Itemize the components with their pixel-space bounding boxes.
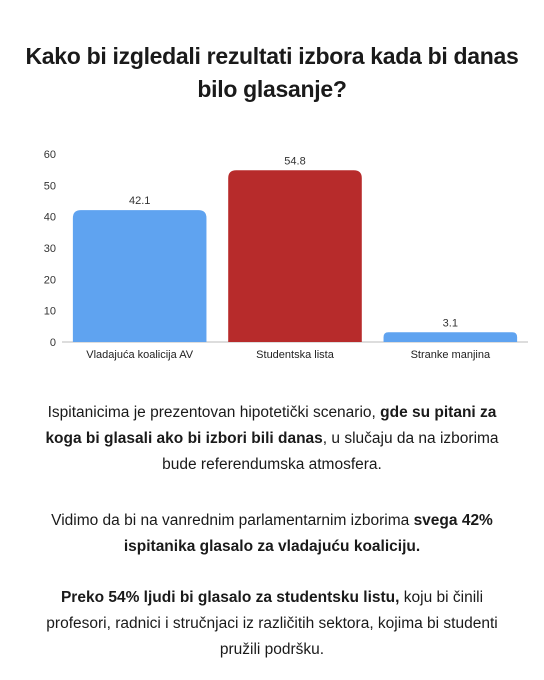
title-line-2: bilo glasanje?: [197, 76, 347, 102]
data-label: 42.1: [129, 195, 150, 207]
paragraph-student-list: Preko 54% ljudi bi glasalo za studentsku…: [30, 585, 514, 663]
p3-text-b: koju bi činili profesori, radnici i stru…: [46, 589, 498, 658]
p3-text-bold: Preko 54% ljudi bi glasalo za studentsku…: [60, 589, 400, 606]
y-tick-label: 40: [44, 212, 56, 224]
y-tick-label: 10: [44, 306, 56, 318]
p1-text-c: , u slučaju da na izborima bude referend…: [162, 430, 499, 473]
bar-3: [383, 332, 518, 342]
data-label: 54.8: [284, 155, 305, 167]
p1-text-bold: gde su pitani za koga bi glasali ako bi …: [45, 404, 497, 447]
bar-chart-svg: 0 10 20 30 40 50 60 42.1 Vladajuća koalicija AV 5…: [44, 149, 528, 361]
x-tick-label: Stranke manjina: [411, 349, 491, 361]
title-line-1: Kako bi izgledali rezultati izbora kada …: [25, 43, 519, 69]
paragraph-coalition: Vidimo da bi na vanrednim parlamentarnim…: [30, 508, 514, 560]
p2-text-a: Vidimo da bi na vanrednim parlamentarnim…: [51, 512, 414, 529]
y-tick-label: 60: [44, 149, 56, 161]
bar-2: [228, 170, 362, 342]
bar-chart: 0 10 20 30 40 50 60 42.1 Vladajuća koalicija AV 5…: [0, 140, 544, 370]
p2-text-bold: svega 42% ispitanika glasalo za vladajuć…: [123, 512, 493, 555]
y-tick-label: 30: [44, 243, 56, 255]
data-label: 3.1: [443, 317, 458, 329]
x-tick-label: Studentska lista: [256, 349, 335, 361]
y-tick-label: 20: [44, 274, 56, 286]
p1-text-a: Ispitanicima je prezentovan hipotetički …: [47, 404, 381, 421]
y-tick-label: 50: [44, 180, 56, 192]
bar-1: [72, 210, 207, 342]
chart-title: Kako bi izgledali rezultati izbora kada …: [0, 40, 544, 106]
x-tick-label: Vladajuća koalicija AV: [86, 349, 193, 361]
paragraph-scenario: Ispitanicima je prezentovan hipotetički …: [30, 400, 514, 478]
y-tick-label: 0: [50, 337, 56, 349]
